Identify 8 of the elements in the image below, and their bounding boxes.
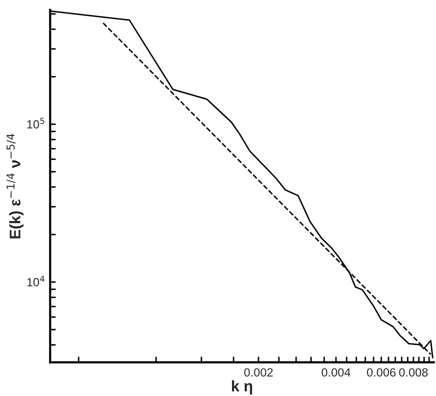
x-tick-label: 0.002 (244, 368, 273, 377)
x-axis-title: k η (232, 380, 252, 395)
y-axis-title: E(k) ε$^{−1/4}$ ν$^{−5/4}$ (6, 134, 24, 238)
y-tick-label: 10$^{4}$ (27, 276, 44, 286)
x-tick-label: 0.006 (366, 368, 396, 377)
y-tick-label: 10$^{5}$ (27, 118, 44, 129)
x-tick-label: 0.008 (399, 368, 428, 377)
x-tick-label: 0.004 (322, 368, 350, 377)
